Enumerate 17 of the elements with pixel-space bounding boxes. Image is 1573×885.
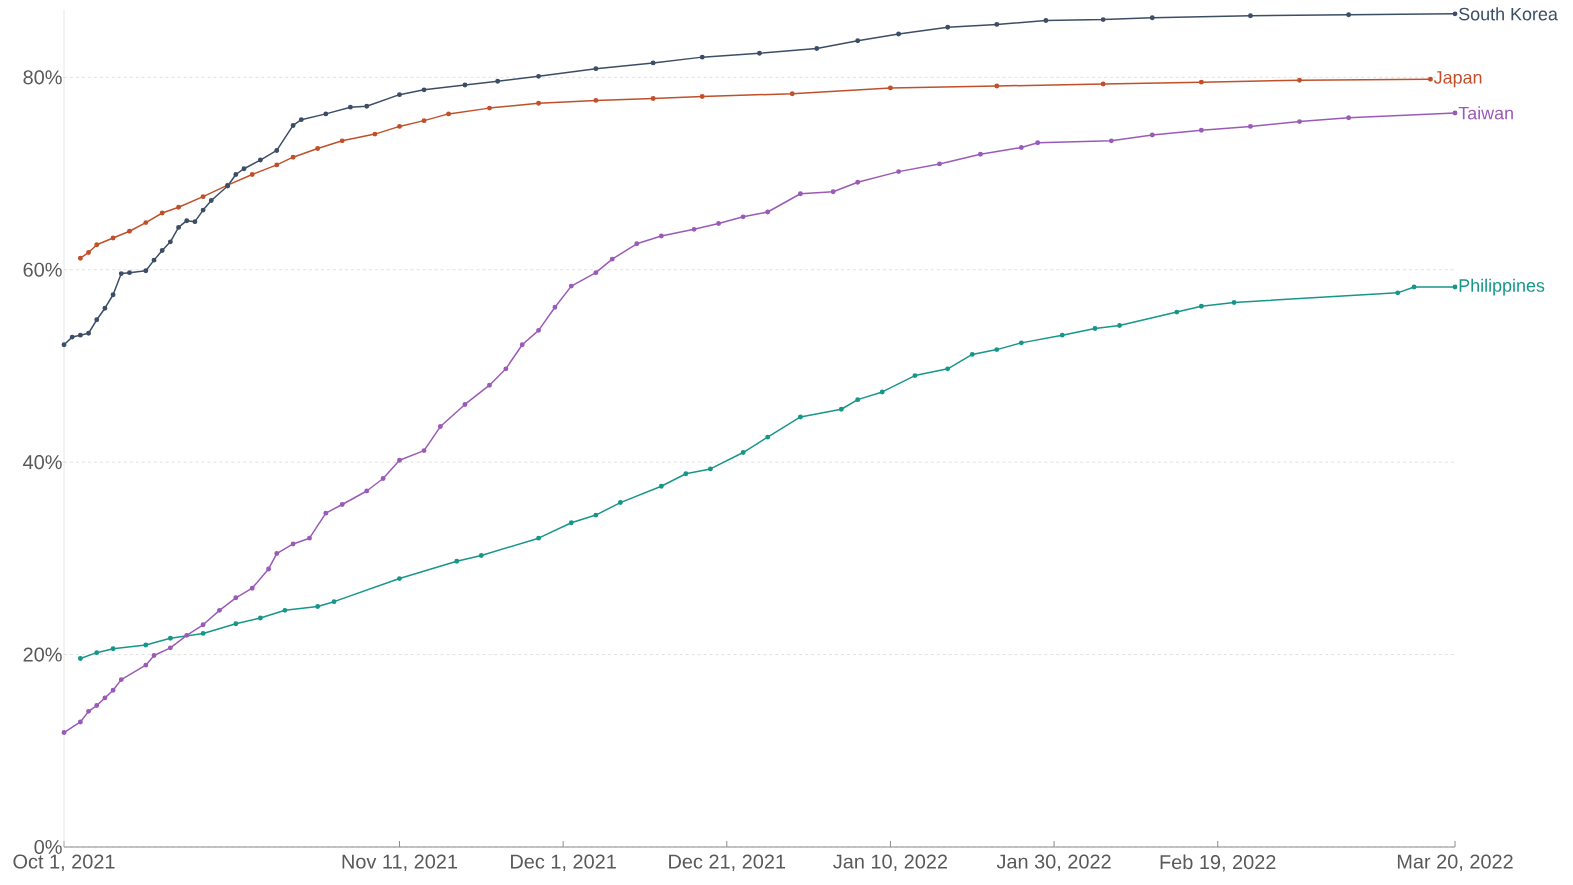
x-tick-label: Feb 19, 2022 [1160,854,1276,872]
y-tick-label: 60% [23,262,62,277]
x-tick-label: Jan 10, 2022 [833,854,947,871]
x-tick-label: Oct 1, 2021 [13,854,115,871]
series-label: Japan [1433,71,1482,88]
x-tick-label: Dec 21, 2021 [669,854,786,871]
y-tick-label: 40% [23,455,62,470]
x-tick-label: Dec 1, 2021 [511,854,616,871]
series-label: Taiwan [1458,106,1513,120]
x-tick-label: Mar 20, 2022 [1397,854,1513,871]
x-tick-label: Jan 30, 2022 [996,854,1111,871]
y-tick-label: 20% [23,647,62,662]
y-tick-label: 0% [34,839,62,855]
series-label: South Korea [1459,7,1558,21]
x-tick-label: Nov 11, 2021 [342,854,458,871]
series-label: Philippines [1459,278,1545,296]
y-tick-label: 80% [23,70,62,85]
